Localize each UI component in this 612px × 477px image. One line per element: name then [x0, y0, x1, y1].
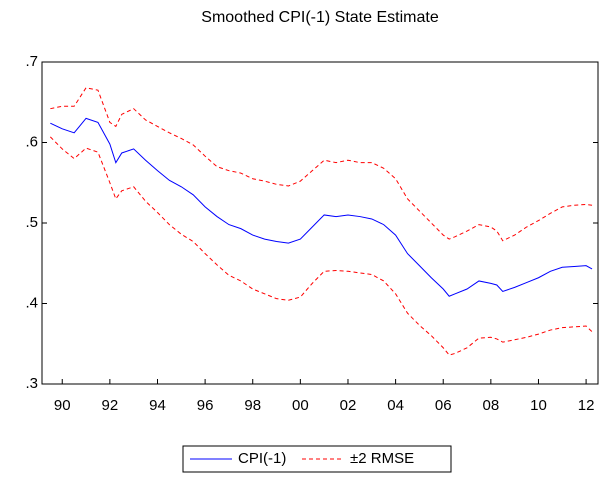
chart-title: Smoothed CPI(-1) State Estimate: [201, 9, 439, 26]
x-tick-label: 08: [483, 397, 500, 414]
x-tick-label: 90: [54, 397, 71, 414]
line: [50, 117, 593, 297]
y-tick-label: .4: [25, 294, 38, 311]
legend-label: CPI(-1): [238, 450, 286, 467]
band-line: [50, 87, 593, 242]
plot-frame: [41, 61, 599, 385]
x-tick-label: 06: [435, 397, 452, 414]
x-tick-label: 04: [387, 397, 404, 414]
x-tick-label: 92: [102, 397, 119, 414]
y-tick-label: .5: [25, 214, 38, 231]
y-tick-label: .3: [25, 375, 38, 392]
x-tick-label: 02: [340, 397, 357, 414]
x-tick-label: 94: [149, 397, 166, 414]
x-tick-label: 98: [244, 397, 261, 414]
x-tick-label: 96: [197, 397, 214, 414]
x-tick-label: 00: [292, 397, 309, 414]
legend-box: [182, 445, 452, 473]
x-tick-label: 10: [530, 397, 547, 414]
band-line: [49, 136, 593, 356]
x-tick-label: 12: [578, 397, 595, 414]
y-tick-label: .6: [25, 133, 38, 150]
legend-label: ±2 RMSE: [350, 450, 414, 467]
y-tick-label: .7: [25, 53, 38, 70]
